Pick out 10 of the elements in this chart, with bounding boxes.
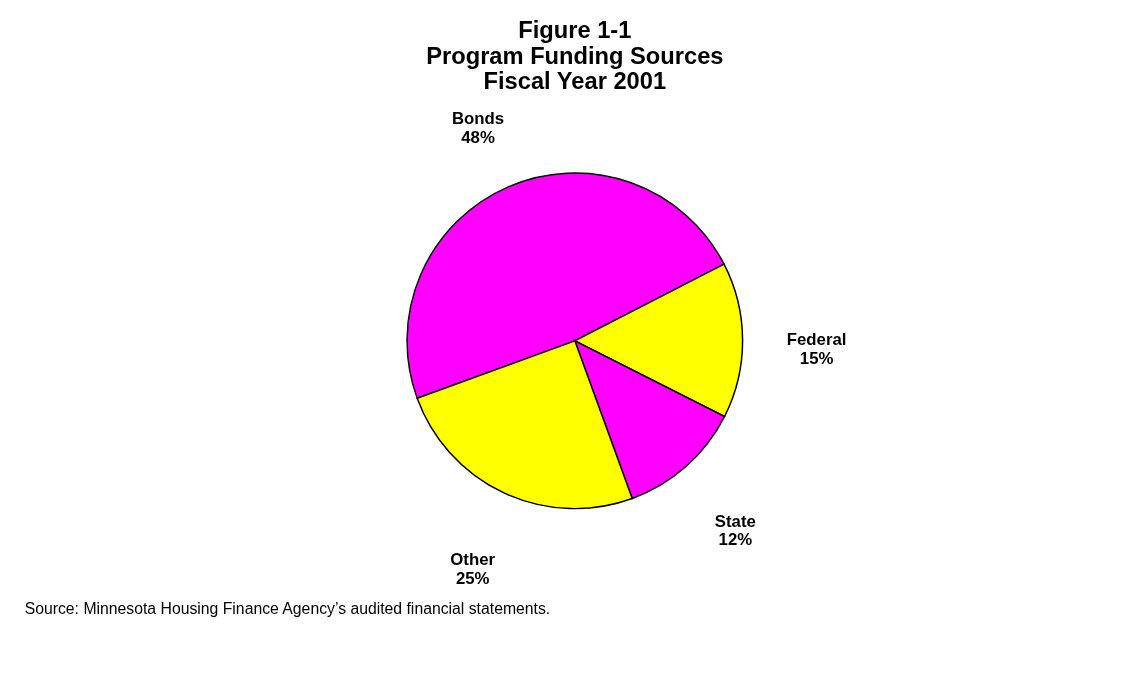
source-note: Source: Minnesota Housing Finance Agency’s audited financial statements. bbox=[24, 600, 551, 618]
chart-title: Figure 1-1 Program Funding Sources Fiscal Year 2001 bbox=[426, 16, 724, 95]
data-label: 48% bbox=[461, 127, 495, 147]
slice-label: Bonds bbox=[451, 109, 505, 129]
data-label: 15% bbox=[799, 348, 834, 368]
slice-label: Other bbox=[450, 549, 496, 569]
slice-label: Federal bbox=[786, 329, 847, 349]
slice-label: State bbox=[714, 511, 756, 531]
data-label: 25% bbox=[455, 568, 490, 588]
data-label: 12% bbox=[718, 530, 753, 550]
